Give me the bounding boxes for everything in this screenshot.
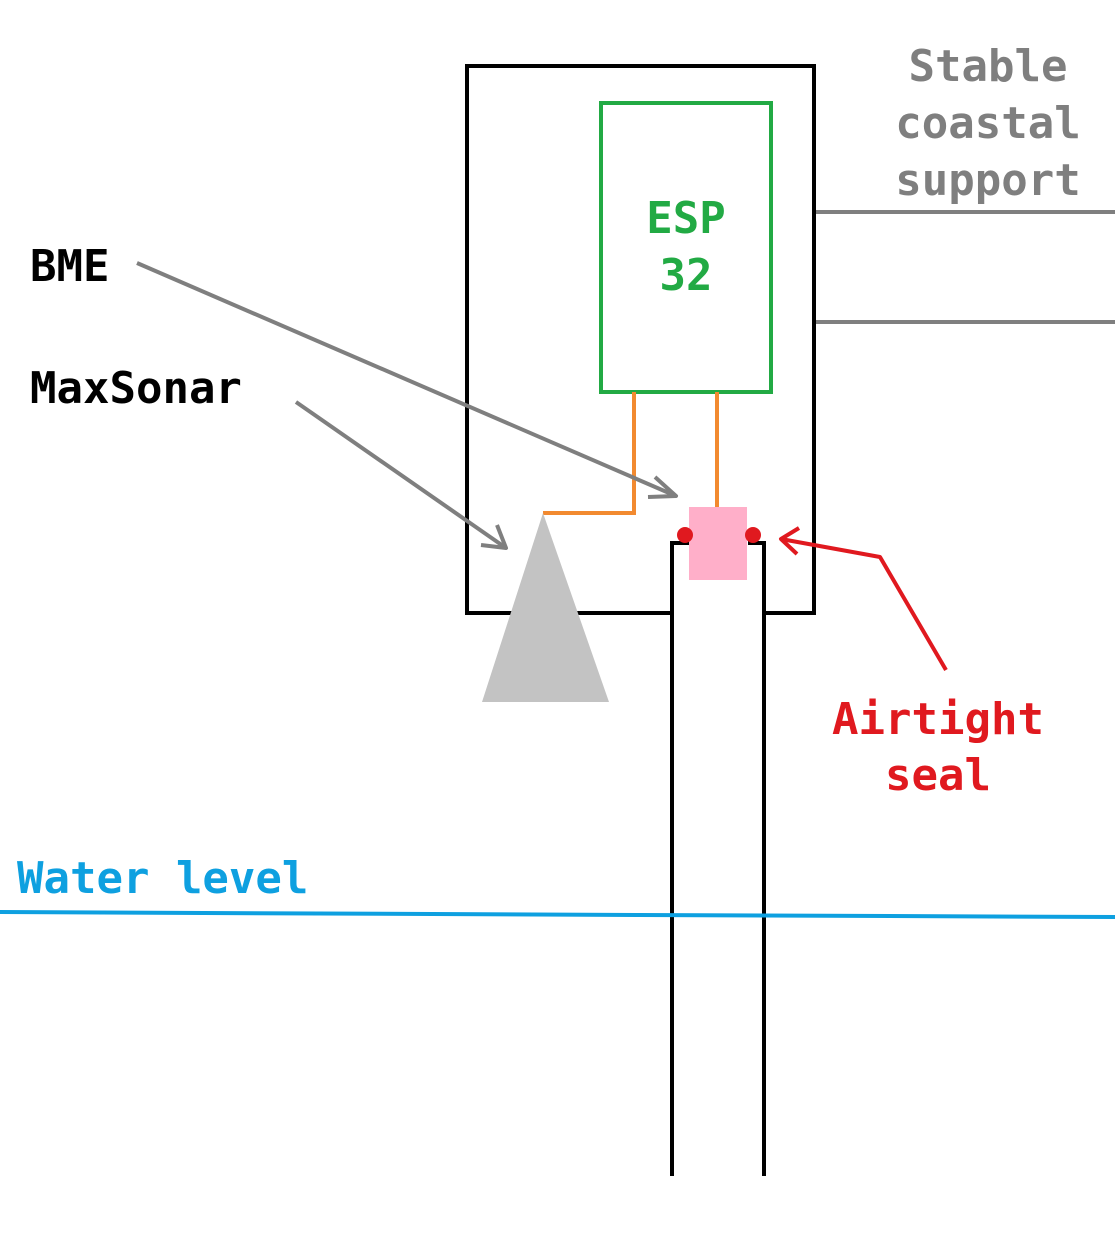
esp32-label-line1: ESP <box>646 193 725 244</box>
support-label-line2: coastal <box>895 98 1080 149</box>
maxsonar-pointer-arrow <box>294 400 508 550</box>
maxsonar-label: MaxSonar <box>30 363 242 414</box>
maxsonar-cone <box>482 513 609 702</box>
esp32-label-line2: 32 <box>660 250 713 301</box>
seal-dot-right <box>745 527 761 543</box>
sonar-wire <box>543 392 636 515</box>
bme-pointer-arrow <box>136 261 678 499</box>
support-label-line1: Stable <box>909 41 1068 92</box>
bme-label: BME <box>30 241 109 292</box>
seal-label-line2: seal <box>885 750 991 801</box>
seal-label-line1: Airtight <box>832 694 1044 745</box>
water-level-label: Water level <box>17 853 308 904</box>
seal-dot-left <box>677 527 693 543</box>
bme-sensor <box>689 507 747 580</box>
water-level-line <box>0 910 1115 919</box>
esp32-board <box>599 101 773 394</box>
support-label-line3: support <box>895 155 1080 206</box>
seal-pointer-arrow <box>779 526 948 672</box>
enclosure-box <box>465 64 816 615</box>
